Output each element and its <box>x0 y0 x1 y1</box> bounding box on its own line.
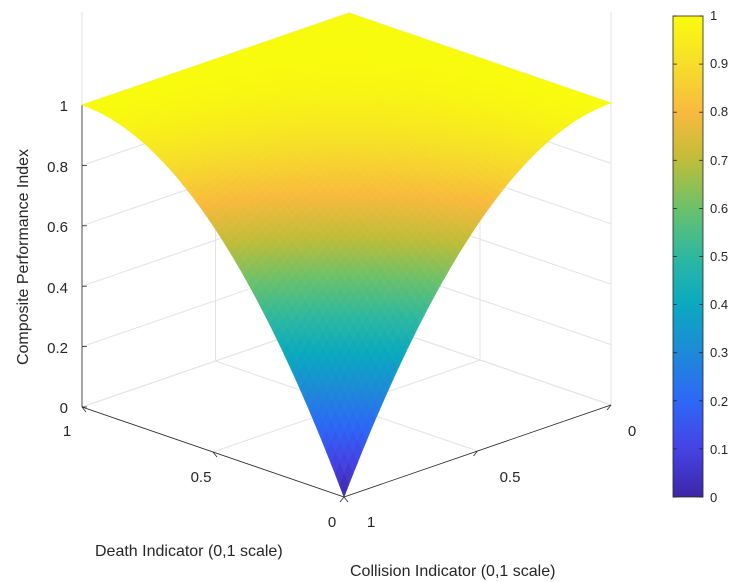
colorbar-tick-labels: 0 0.1 0.2 0.3 0.4 0.5 0.6 0.7 0.8 0.9 1 <box>710 8 728 505</box>
colorbar-tick-label: 0.8 <box>710 104 728 119</box>
colorbar-tick-label: 0.5 <box>710 249 728 264</box>
colorbar: 0 0.1 0.2 0.3 0.4 0.5 0.6 0.7 0.8 0.9 1 <box>672 8 728 505</box>
y-tick-label: 0 <box>628 423 636 440</box>
x-tick-label: 0 <box>328 514 336 531</box>
y-axis-tick <box>343 496 349 503</box>
colorbar-tick-label: 0.9 <box>710 56 728 71</box>
x-axis-tick <box>339 496 345 503</box>
x-tick-label: 1 <box>63 423 71 440</box>
x-tick-label: 0.5 <box>191 469 212 486</box>
surface <box>81 12 612 498</box>
colorbar-tick-label: 0 <box>710 490 717 505</box>
y-axis-tick <box>212 451 218 458</box>
colorbar-tick-label: 0.6 <box>710 201 728 216</box>
y-axis-title: Collision Indicator (0,1 scale) <box>350 563 555 580</box>
x-axis-title: Death Indicator (0,1 scale) <box>95 543 283 560</box>
colorbar-tick-label: 0.7 <box>710 153 728 168</box>
colorbar-tick-label: 0.4 <box>710 297 728 312</box>
tick-labels: 0 0.2 0.4 0.6 0.8 1 1 0.5 0 1 0.5 0 <box>47 98 636 531</box>
colorbar-ticks <box>673 15 703 498</box>
x-axis-tick <box>606 404 612 411</box>
z-tick-label: 0.4 <box>47 280 68 297</box>
z-tick-label: 0.2 <box>47 340 68 357</box>
z-tick-label: 0.6 <box>47 219 68 236</box>
z-tick-label: 0 <box>60 400 68 417</box>
x-axis-tick <box>473 450 478 457</box>
y-tick-label: 1 <box>367 514 375 531</box>
z-tick-label: 1 <box>60 98 68 115</box>
y-tick-label: 0.5 <box>500 469 521 486</box>
colorbar-tick-label: 1 <box>710 8 717 23</box>
colorbar-fill <box>672 15 704 498</box>
z-axis-title: Composite Performance Index <box>15 149 32 365</box>
z-tick-label: 0.8 <box>47 159 68 176</box>
surface-patch <box>339 473 349 498</box>
colorbar-tick-label: 0.2 <box>710 394 728 409</box>
colorbar-tick-label: 0.3 <box>710 345 728 360</box>
y-axis-tick <box>81 406 87 413</box>
colorbar-tick-label: 0.1 <box>710 442 728 457</box>
